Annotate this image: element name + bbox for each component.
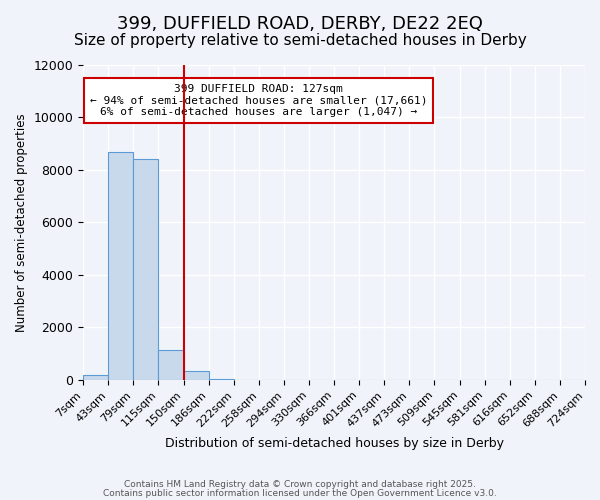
Text: Size of property relative to semi-detached houses in Derby: Size of property relative to semi-detach… [74, 32, 526, 48]
Bar [133, 160, 158, 380]
Bar [184, 371, 209, 380]
Y-axis label: Number of semi-detached properties: Number of semi-detached properties [15, 113, 28, 332]
Bar [158, 350, 184, 380]
Text: 399 DUFFIELD ROAD: 127sqm
← 94% of semi-detached houses are smaller (17,661)
6% : 399 DUFFIELD ROAD: 127sqm ← 94% of semi-… [90, 84, 428, 117]
X-axis label: Distribution of semi-detached houses by size in Derby: Distribution of semi-detached houses by … [164, 437, 503, 450]
Text: Contains HM Land Registry data © Crown copyright and database right 2025.: Contains HM Land Registry data © Crown c… [124, 480, 476, 489]
Text: Contains public sector information licensed under the Open Government Licence v3: Contains public sector information licen… [103, 488, 497, 498]
Bar [209, 378, 234, 380]
Text: 399, DUFFIELD ROAD, DERBY, DE22 2EQ: 399, DUFFIELD ROAD, DERBY, DE22 2EQ [117, 15, 483, 33]
Bar [108, 152, 133, 380]
Bar [83, 374, 108, 380]
